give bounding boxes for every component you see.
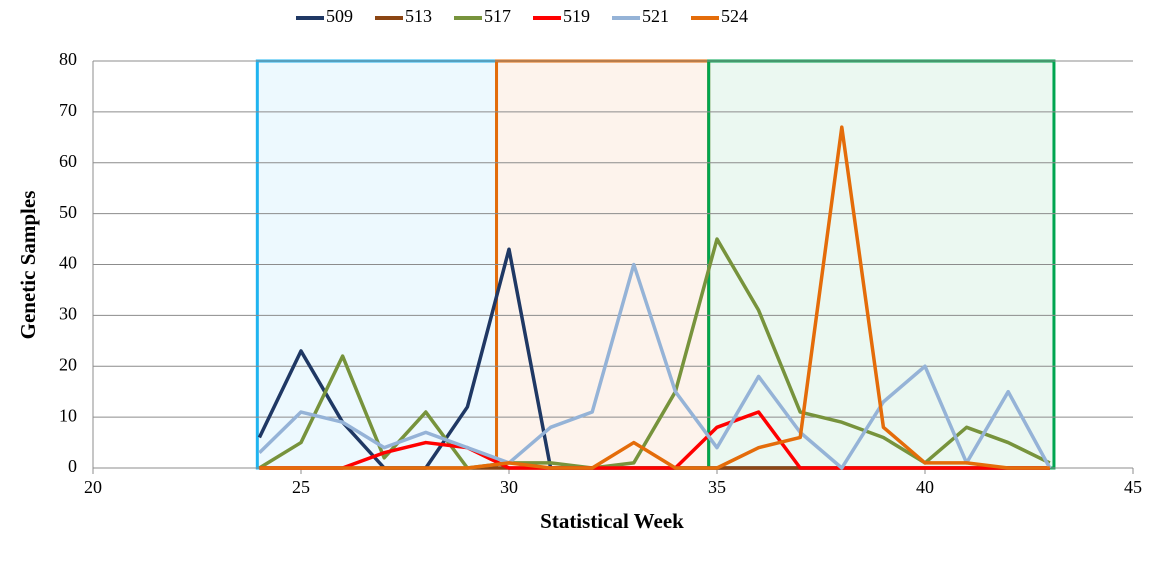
y-tick-label: 0 — [68, 456, 77, 476]
y-axis-title: Genetic Samples — [16, 191, 40, 340]
legend-label: 509 — [326, 6, 353, 26]
series-line — [259, 410, 1050, 470]
y-tick-label: 30 — [59, 304, 77, 324]
y-tick-label: 40 — [59, 253, 77, 273]
x-tick-label: 25 — [292, 477, 310, 497]
legend: 509 513 517 519 521 524 — [296, 6, 748, 26]
y-tick-label: 60 — [59, 151, 77, 171]
y-tick-label: 80 — [59, 49, 77, 69]
y-tick-label: 70 — [59, 100, 77, 120]
series-line — [259, 125, 1050, 470]
y-tick-label: 10 — [59, 405, 77, 425]
x-tick-label: 40 — [916, 477, 934, 497]
x-tick-label: 45 — [1124, 477, 1142, 497]
x-tick-label: 35 — [708, 477, 726, 497]
x-axis-title: Statistical Week — [540, 509, 684, 533]
lines — [257, 125, 1052, 470]
legend-label: 517 — [484, 6, 511, 26]
legend-label: 521 — [642, 6, 669, 26]
x-tick-label: 20 — [84, 477, 102, 497]
legend-label: 519 — [563, 6, 590, 26]
x-tick-label: 30 — [500, 477, 518, 497]
y-tick-label: 50 — [59, 202, 77, 222]
y-tick-label: 20 — [59, 354, 77, 374]
legend-label: 524 — [721, 6, 748, 26]
legend-label: 513 — [405, 6, 432, 26]
series-line — [258, 262, 1052, 470]
